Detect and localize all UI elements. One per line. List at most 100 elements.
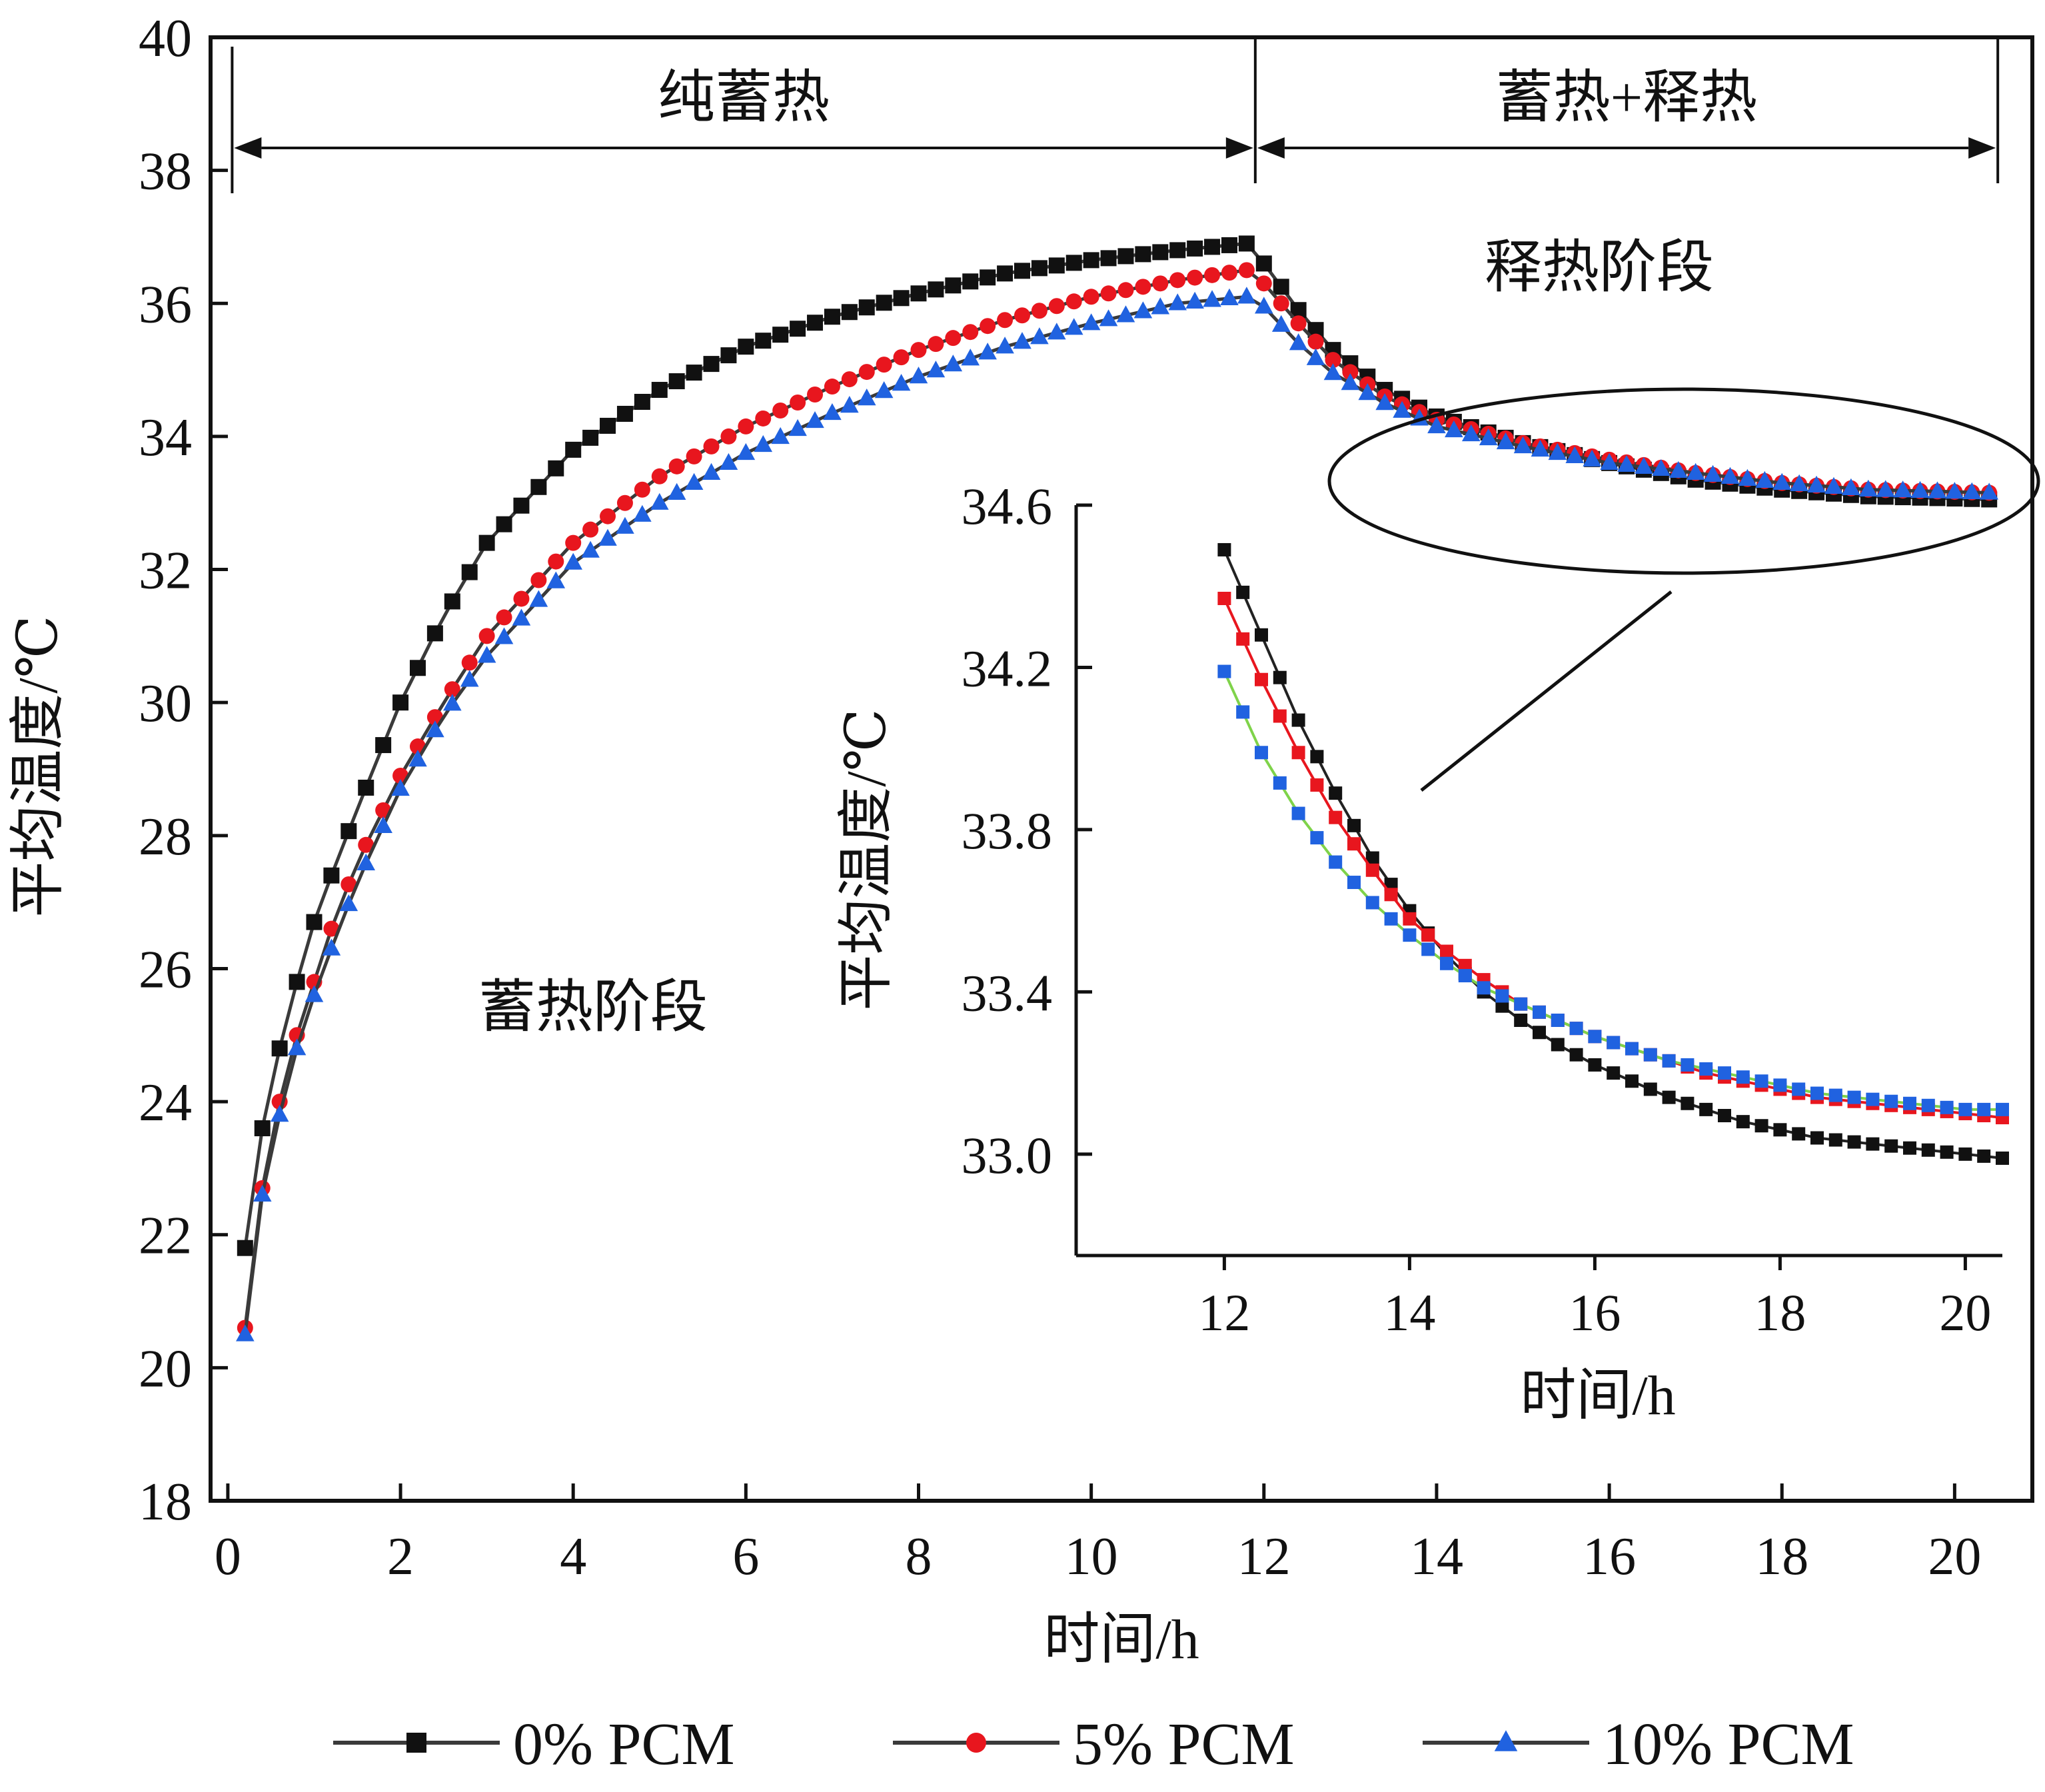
data-point [444, 681, 460, 698]
data-point [323, 920, 340, 937]
inset-data-point [1718, 1066, 1731, 1080]
data-point [841, 304, 858, 321]
inset-data-point [1217, 664, 1231, 678]
data-point [582, 521, 599, 538]
inset-data-point [1533, 1005, 1546, 1019]
y-tick-label: 34 [139, 409, 192, 467]
data-point [391, 778, 410, 796]
inset-data-point [1958, 1102, 1972, 1116]
zoom-ellipse [1327, 387, 2040, 575]
x-tick-label: 12 [1237, 1527, 1291, 1586]
inset-x-tick-label: 12 [1198, 1284, 1250, 1342]
data-point [358, 836, 374, 853]
series-line [243, 295, 1990, 1335]
data-point [703, 356, 720, 373]
inset-y-axis-title: 平均温度/℃ [836, 708, 898, 1010]
inset-data-point [1365, 851, 1379, 865]
inset-data-point [1329, 786, 1343, 800]
data-point [807, 387, 824, 403]
data-point [1116, 305, 1135, 323]
inset-data-point [1921, 1098, 1935, 1112]
inset-data-point [1329, 855, 1343, 869]
inset-axes [1074, 505, 2002, 1258]
inset-data-point [1291, 713, 1305, 727]
x-tick-label: 8 [906, 1527, 932, 1586]
inset-data-point [1792, 1082, 1806, 1096]
data-point [1342, 364, 1359, 381]
data-point [1738, 468, 1757, 486]
data-point [980, 269, 996, 286]
inset-y-tick-label: 33.0 [962, 1126, 1053, 1184]
arrowhead-left [1257, 137, 1285, 159]
inset-data-point [1551, 1013, 1565, 1027]
inset-data-point [1236, 705, 1250, 719]
inset-data-point [1977, 1102, 1991, 1116]
inset-data-point [1625, 1074, 1639, 1088]
legend-item: 5% PCM [893, 1711, 1295, 1777]
data-point [1100, 250, 1117, 267]
data-point [668, 458, 685, 474]
inset-data-point [1940, 1145, 1954, 1159]
inset-y-tick-label: 34.6 [962, 477, 1053, 535]
data-point [962, 324, 979, 341]
data-point [1703, 464, 1722, 482]
data-point [513, 590, 530, 607]
x-tick-label: 6 [732, 1527, 759, 1586]
inset-series-10-pcm [1217, 664, 2009, 1116]
inset-data-point [1347, 837, 1361, 851]
data-point [477, 646, 496, 663]
data-point [1065, 255, 1082, 271]
data-point [1323, 363, 1343, 381]
data-point [720, 347, 737, 364]
inset-data-point [1681, 1096, 1695, 1110]
data-point [857, 389, 876, 406]
inset-x-axis-title: 时间/h [1520, 1365, 1675, 1427]
data-point [1013, 332, 1031, 349]
y-tick-label: 30 [139, 674, 192, 733]
main-x-axis-title: 时间/h [1043, 1609, 1199, 1671]
legend-marker [966, 1733, 986, 1753]
inset-data-point [1310, 778, 1324, 792]
data-point [237, 1240, 253, 1256]
inset-data-point [1699, 1102, 1713, 1116]
inset-data-point [1421, 928, 1435, 942]
zoom-pointer-line [1420, 590, 1673, 792]
inset-series-layer [1217, 542, 2009, 1165]
inset-data-point [1754, 1074, 1768, 1088]
inset-data-point [1810, 1131, 1824, 1145]
data-point [322, 938, 341, 956]
data-point [928, 336, 944, 353]
data-point [858, 364, 875, 381]
inset-data-point [1773, 1078, 1787, 1092]
data-point [1341, 373, 1360, 391]
data-point [1030, 327, 1049, 345]
data-point [236, 1324, 255, 1342]
inset-data-point [1255, 746, 1268, 760]
data-point [530, 478, 547, 495]
data-point [738, 418, 754, 435]
data-point [392, 694, 409, 711]
inset-data-point [1977, 1149, 1991, 1163]
inset-x-tick-label: 18 [1754, 1284, 1806, 1342]
x-tick-label: 14 [1410, 1527, 1463, 1586]
main-x-ticks: 0 2 4 6 8 10 12 14 16 18 20 [215, 1483, 1981, 1586]
inset-data-point [1384, 888, 1398, 902]
y-tick-label: 22 [139, 1207, 192, 1266]
x-tick-label: 4 [560, 1527, 586, 1586]
data-point [598, 528, 617, 546]
inset-data-point [1384, 878, 1398, 892]
data-point [824, 379, 840, 395]
data-point [444, 593, 460, 610]
inset-data-point [1921, 1143, 1935, 1157]
inset-data-point [1514, 997, 1528, 1011]
inset-data-point [1569, 1022, 1583, 1036]
inset-data-point [1588, 1030, 1602, 1044]
legend-label: 10% PCM [1603, 1711, 1854, 1777]
data-point [684, 472, 704, 490]
data-point [1255, 255, 1272, 272]
data-point [1273, 279, 1289, 295]
inset-data-point [1903, 1096, 1916, 1110]
data-point [1048, 257, 1065, 274]
data-point [426, 625, 443, 642]
data-point [1083, 252, 1099, 269]
